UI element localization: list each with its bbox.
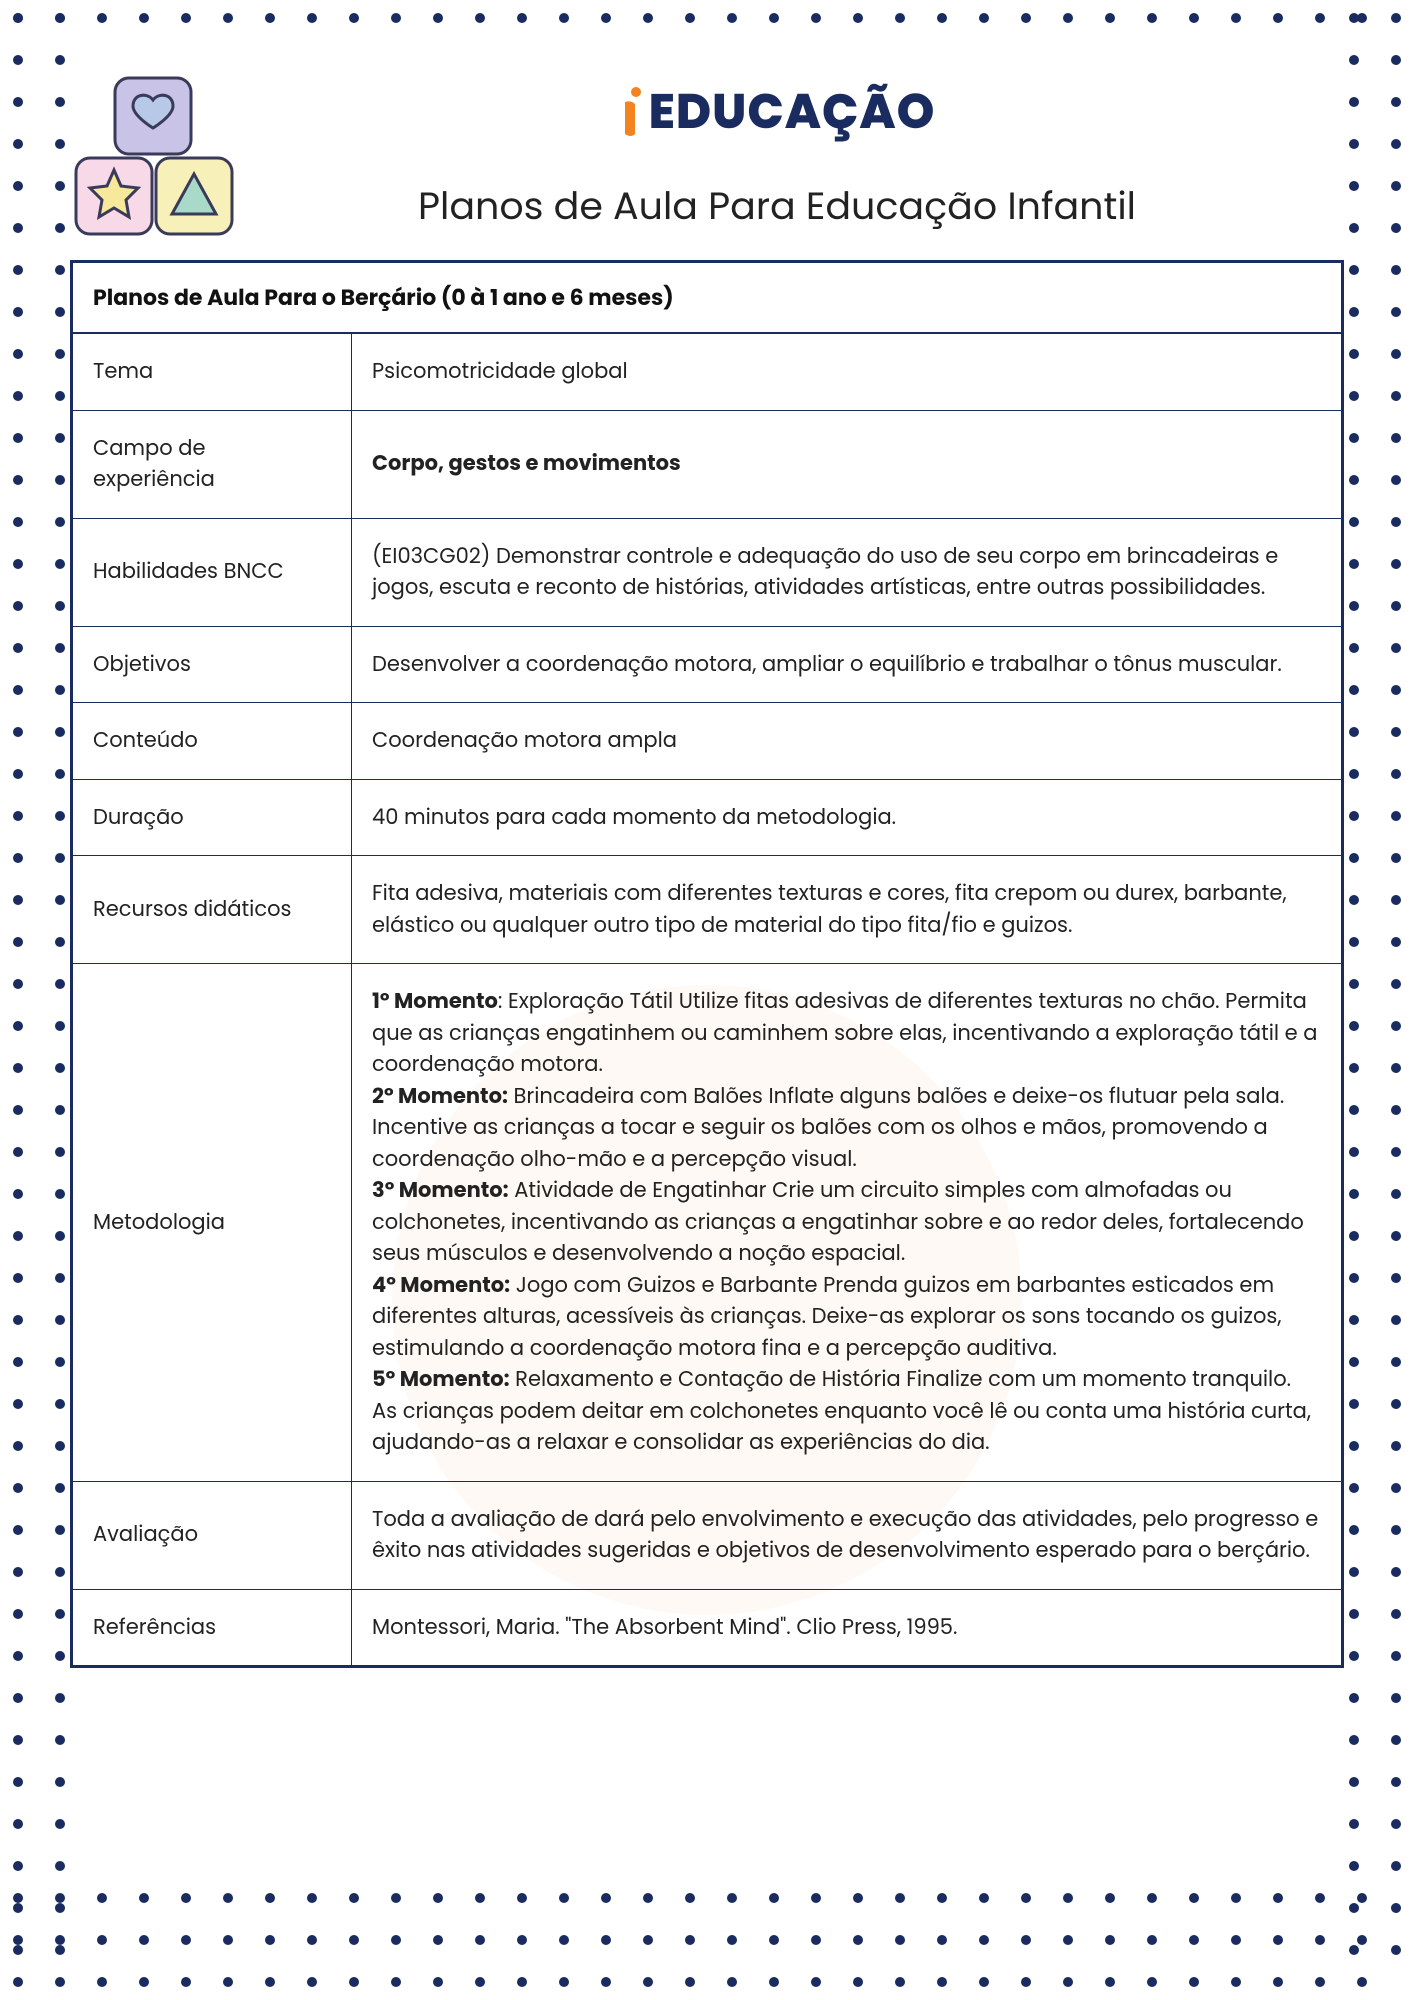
table-row: Duração40 minutos para cada momento da m… [72,779,1343,856]
row-label: Metodologia [72,964,352,1482]
row-label: Duração [72,779,352,856]
row-value: 40 minutos para cada momento da metodolo… [352,779,1343,856]
table-row: ReferênciasMontessori, Maria. "The Absor… [72,1589,1343,1667]
table-row: ConteúdoCoordenação motora ampla [72,703,1343,780]
row-label: Conteúdo [72,703,352,780]
blocks-icon [70,70,240,240]
row-value: 1º Momento: Exploração Tátil Utilize fit… [352,964,1343,1482]
row-label: Campo de experiência [72,410,352,518]
table-row: TemaPsicomotricidade global [72,333,1343,410]
row-value: Coordenação motora ampla [352,703,1343,780]
table-row: Metodologia1º Momento: Exploração Tátil … [72,964,1343,1482]
row-value: Desenvolver a coordenação motora, amplia… [352,626,1343,703]
logo-i-icon [619,86,643,138]
lesson-plan-table: Planos de Aula Para o Berçário (0 à 1 an… [70,260,1344,1668]
row-label: Recursos didáticos [72,856,352,964]
table-row: ObjetivosDesenvolver a coordenação motor… [72,626,1343,703]
row-value: Fita adesiva, materiais com diferentes t… [352,856,1343,964]
logo: EDUCAÇÃO [619,76,936,148]
row-label: Referências [72,1589,352,1667]
table-row: Habilidades BNCC(EI03CG02) Demonstrar co… [72,518,1343,626]
row-label: Habilidades BNCC [72,518,352,626]
row-label: Tema [72,333,352,410]
row-value: (EI03CG02) Demonstrar controle e adequaç… [352,518,1343,626]
row-value: Montessori, Maria. "The Absorbent Mind".… [352,1589,1343,1667]
row-value: Toda a avaliação de dará pelo envolvimen… [352,1481,1343,1589]
table-row: Campo de experiênciaCorpo, gestos e movi… [72,410,1343,518]
row-label: Objetivos [72,626,352,703]
table-row: AvaliaçãoToda a avaliação de dará pelo e… [72,1481,1343,1589]
row-label: Avaliação [72,1481,352,1589]
row-value: Corpo, gestos e movimentos [352,410,1343,518]
logo-text: EDUCAÇÃO [649,76,936,148]
row-value: Psicomotricidade global [352,333,1343,410]
page-subtitle: Planos de Aula Para Educação Infantil [418,178,1136,235]
table-row: Recursos didáticosFita adesiva, materiai… [72,856,1343,964]
table-header: Planos de Aula Para o Berçário (0 à 1 an… [72,262,1343,334]
